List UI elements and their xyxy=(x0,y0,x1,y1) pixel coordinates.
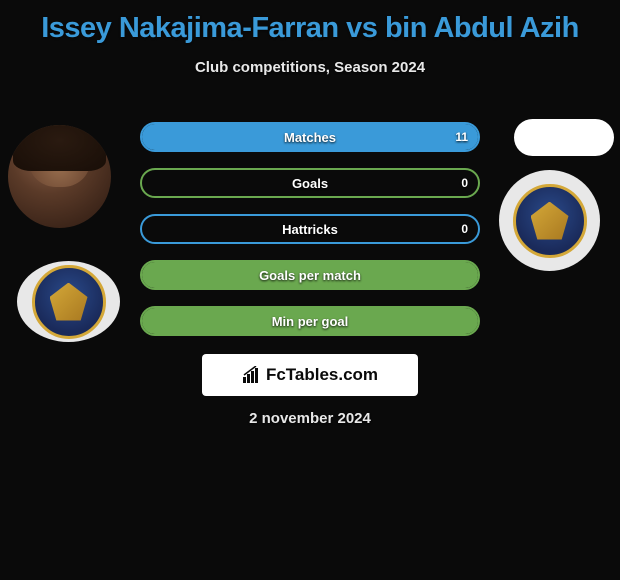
stat-value: 0 xyxy=(461,170,468,196)
page-title: Issey Nakajima-Farran vs bin Abdul Azih xyxy=(0,0,620,45)
stat-row: Hattricks0 xyxy=(140,214,480,244)
stat-label: Goals xyxy=(142,170,478,196)
stat-label: Hattricks xyxy=(142,216,478,242)
watermark-text: FcTables.com xyxy=(266,365,378,385)
club-right-avatar xyxy=(499,170,600,271)
stat-row: Goals0 xyxy=(140,168,480,198)
player-face-icon xyxy=(8,125,111,228)
subtitle: Club competitions, Season 2024 xyxy=(0,59,620,76)
stat-label: Matches xyxy=(142,124,478,150)
club-left-avatar xyxy=(17,261,120,342)
watermark: FcTables.com xyxy=(202,354,418,396)
stat-value: 0 xyxy=(461,216,468,242)
chart-icon xyxy=(242,366,262,384)
stats-chart: Matches11Goals0Hattricks0Goals per match… xyxy=(140,122,480,352)
stat-row: Min per goal xyxy=(140,306,480,336)
date: 2 november 2024 xyxy=(0,410,620,427)
stat-value: 11 xyxy=(455,124,468,150)
player-right-avatar xyxy=(514,119,614,156)
stat-label: Goals per match xyxy=(142,262,478,288)
stat-row: Matches11 xyxy=(140,122,480,152)
club-badge-icon xyxy=(32,265,106,339)
club-badge-icon xyxy=(513,184,587,258)
stat-row: Goals per match xyxy=(140,260,480,290)
player-left-avatar xyxy=(8,125,111,228)
stat-label: Min per goal xyxy=(142,308,478,334)
